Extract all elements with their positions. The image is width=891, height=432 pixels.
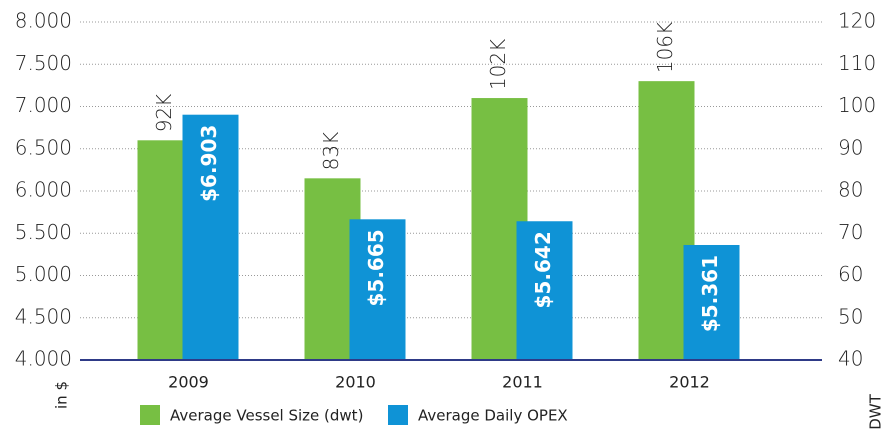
y-tick-label: 5.500 <box>15 220 72 244</box>
y2-tick-label: 40 <box>838 347 863 371</box>
y2-axis-label: DWT <box>867 393 885 429</box>
value-label: 102K <box>486 39 510 90</box>
legend-label: Average Vessel Size (dwt) <box>170 407 363 425</box>
bar <box>516 221 573 360</box>
y2-tick-label: 100 <box>838 93 876 117</box>
y-tick-label: 8.000 <box>15 9 72 33</box>
y-tick-label: 4.500 <box>15 304 72 328</box>
legend-swatch <box>388 405 408 425</box>
value-label: $5.665 <box>364 229 388 306</box>
legend-swatch <box>140 405 160 425</box>
y-axis-label: in $ <box>53 381 71 409</box>
y2-tick-label: 50 <box>838 304 863 328</box>
y-tick-label: 6.000 <box>15 178 72 202</box>
value-label: $6.903 <box>197 125 221 202</box>
x-tick-label: 2012 <box>669 373 710 392</box>
x-tick-label: 2011 <box>502 373 543 392</box>
y-tick-label: 4.000 <box>15 347 72 371</box>
value-label: 92K <box>152 94 176 133</box>
x-tick-label: 2010 <box>335 373 376 392</box>
y-tick-label: 7.000 <box>15 93 72 117</box>
legend-label: Average Daily OPEX <box>418 407 568 425</box>
y2-tick-label: 60 <box>838 262 863 286</box>
y2-tick-label: 90 <box>838 135 863 159</box>
bar <box>683 244 740 360</box>
y2-tick-label: 110 <box>838 51 876 75</box>
y-tick-label: 5.000 <box>15 262 72 286</box>
value-label: $5.361 <box>698 255 722 332</box>
bar <box>182 114 239 360</box>
value-label: $5.642 <box>531 231 555 308</box>
value-label: 83K <box>319 132 343 171</box>
y2-tick-label: 80 <box>838 178 863 202</box>
y-tick-label: 7.500 <box>15 51 72 75</box>
bar <box>349 219 406 360</box>
x-tick-label: 2009 <box>168 373 209 392</box>
value-label: 106K <box>653 22 677 73</box>
y2-tick-label: 70 <box>838 220 863 244</box>
y2-tick-label: 120 <box>838 9 876 33</box>
y-tick-label: 6.500 <box>15 135 72 159</box>
